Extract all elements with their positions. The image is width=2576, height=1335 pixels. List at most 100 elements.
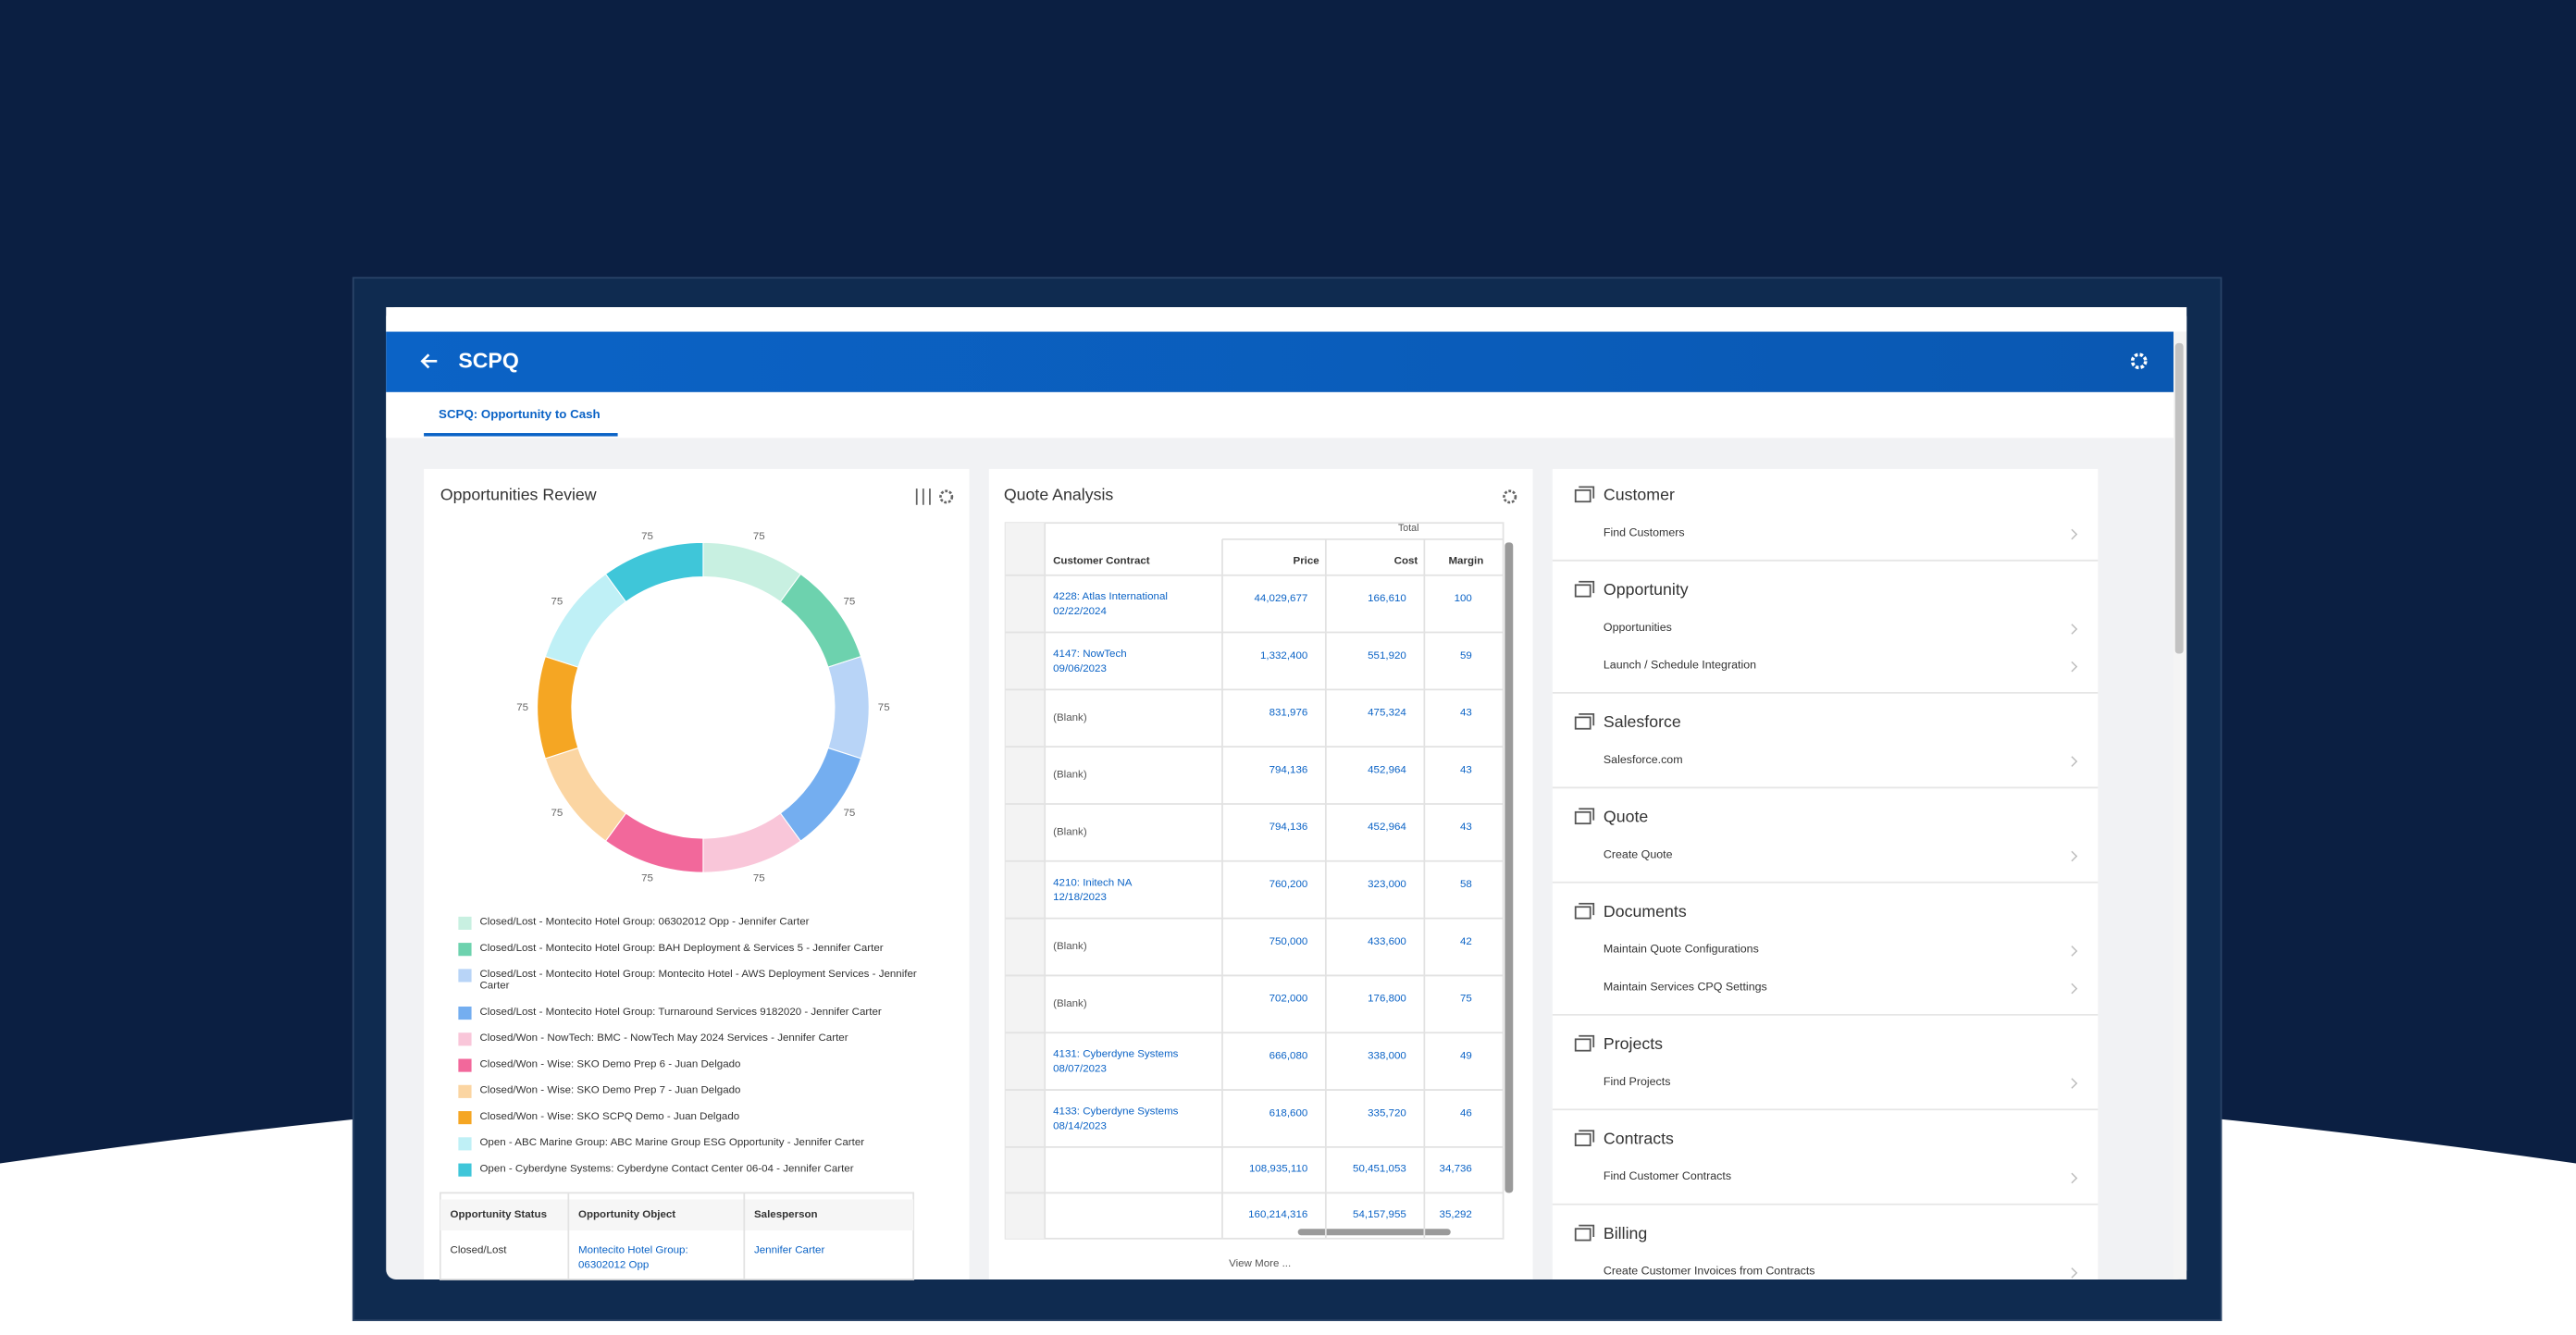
settings-icon[interactable]: [2130, 352, 2148, 370]
menu-item[interactable]: Maintain Quote Configurations: [1603, 944, 1759, 957]
cell: 666,080: [1269, 1050, 1308, 1063]
card-title: Opportunities Review: [440, 487, 597, 505]
legend-label: Closed/Lost - Montecito Hotel Group: BAH…: [479, 943, 884, 955]
donut-label: 75: [641, 873, 653, 884]
opp-table-frame: [439, 1192, 915, 1280]
cell: 702,000: [1269, 993, 1308, 1006]
tab-underline: [424, 433, 618, 437]
chevron: [2071, 624, 2078, 635]
cell: 176,800: [1368, 993, 1406, 1006]
legend-label: Closed/Won - Wise: SKO SCPQ Demo - Juan …: [479, 1111, 740, 1123]
legend-swatch: [458, 1111, 472, 1125]
legend-label: Closed/Won - Wise: SKO Demo Prep 6 - Jua…: [479, 1058, 741, 1070]
header-title: SCPQ: [458, 348, 519, 373]
donut-segment: [827, 655, 870, 760]
menu-item[interactable]: Opportunities: [1603, 622, 1672, 635]
menu-item[interactable]: Create Customer Invoices from Contracts: [1603, 1266, 1815, 1279]
legend-swatch: [458, 1032, 472, 1046]
contract[interactable]: 08/14/2023: [1053, 1120, 1107, 1132]
cell: 43: [1460, 707, 1472, 720]
column-header: Customer Contract: [1053, 555, 1150, 567]
donut-label: 75: [753, 531, 765, 542]
back-icon[interactable]: [420, 353, 438, 369]
cell: 794,136: [1269, 764, 1308, 776]
cell: Closed/Lost: [450, 1244, 507, 1257]
chevron: [2071, 1172, 2078, 1184]
contract[interactable]: 09/06/2023: [1053, 663, 1107, 675]
legend-label: Closed/Lost - Montecito Hotel Group: Mon…: [479, 969, 917, 993]
v-scroll-thumb[interactable]: [1505, 542, 1514, 1193]
card: [988, 468, 1533, 1279]
contract[interactable]: 4147: NowTech: [1053, 649, 1127, 661]
column-header: Opportunity Object: [577, 1209, 676, 1221]
total-cell: 54,157,955: [1353, 1209, 1406, 1221]
settings-icon[interactable]: [939, 489, 954, 504]
contract[interactable]: 12/18/2023: [1053, 892, 1107, 904]
menu-item[interactable]: Find Customer Contracts: [1603, 1171, 1732, 1183]
donut-label: 75: [844, 808, 856, 819]
contract[interactable]: 02/22/2024: [1053, 606, 1107, 618]
legend-swatch: [458, 1163, 472, 1177]
cell: 44,029,677: [1254, 593, 1308, 605]
legend-label: Closed/Won - Wise: SKO Demo Prep 7 - Jua…: [479, 1084, 741, 1097]
section-title: Billing: [1603, 1225, 1648, 1244]
donut-segment: [604, 541, 704, 603]
section-icon: [1579, 580, 1595, 594]
scroll-thumb[interactable]: [2174, 342, 2184, 654]
menu-item[interactable]: Maintain Services CPQ Settings: [1603, 982, 1767, 994]
column-header: Margin: [1448, 555, 1484, 567]
contract[interactable]: 4133: Cyberdyne Systems: [1053, 1106, 1179, 1119]
section-icon: [1574, 488, 1591, 503]
donut-label: 75: [551, 808, 563, 819]
section-title: Opportunity: [1603, 581, 1689, 600]
cell[interactable]: Montecito Hotel Group:: [577, 1244, 688, 1257]
menu-item[interactable]: Salesforce.com: [1603, 754, 1683, 767]
group-header: Total: [1397, 524, 1419, 535]
contract[interactable]: 4210: Initech NA: [1053, 877, 1133, 889]
chevron: [2071, 661, 2078, 673]
donut-label: 75: [878, 702, 890, 713]
cell[interactable]: Jennifer Carter: [753, 1244, 825, 1257]
view-more[interactable]: View More ...: [1229, 1257, 1292, 1270]
section-icon: [1574, 1038, 1591, 1052]
cell: 43: [1460, 764, 1472, 776]
legend-swatch: [458, 1058, 472, 1072]
donut-label: 75: [844, 597, 856, 608]
donut-segment: [537, 655, 579, 760]
column-header: Opportunity Status: [450, 1209, 547, 1221]
section-icon: [1579, 902, 1595, 916]
menu-item[interactable]: Create Quote: [1603, 849, 1673, 861]
chevron: [2071, 1267, 2078, 1279]
cell: 323,000: [1368, 879, 1406, 891]
total-cell: 35,292: [1439, 1209, 1472, 1221]
legend-swatch: [458, 943, 472, 957]
cell[interactable]: 06302012 Opp: [577, 1259, 650, 1272]
contract[interactable]: 4228: Atlas International: [1053, 591, 1168, 603]
section-icon: [1579, 808, 1595, 821]
contract[interactable]: 08/07/2023: [1053, 1063, 1107, 1076]
h-scroll-thumb[interactable]: [1297, 1229, 1451, 1236]
cell: 42: [1460, 936, 1472, 948]
chevron: [2071, 528, 2078, 540]
legend-swatch: [458, 1006, 472, 1020]
settings-icon[interactable]: [1503, 489, 1517, 504]
menu-item[interactable]: Launch / Schedule Integration: [1603, 660, 1757, 672]
menu-item[interactable]: Find Customers: [1603, 527, 1685, 539]
legend-label: Closed/Lost - Montecito Hotel Group: Tur…: [479, 1006, 882, 1019]
column-header: Salesperson: [753, 1209, 818, 1221]
contract[interactable]: 4131: Cyberdyne Systems: [1053, 1048, 1179, 1061]
legend-label: Closed/Lost - Montecito Hotel Group: 063…: [479, 916, 810, 929]
section-title: Quote: [1603, 809, 1649, 827]
row-header: [1005, 523, 1046, 1239]
section-title: Salesforce: [1603, 713, 1681, 733]
tab[interactable]: SCPQ: Opportunity to Cash: [439, 406, 601, 422]
menu-item[interactable]: Find Projects: [1603, 1076, 1671, 1089]
filter-icon[interactable]: [915, 488, 931, 505]
opp-table-head: [440, 1199, 914, 1230]
legend-swatch: [458, 916, 472, 930]
section-title: Customer: [1603, 487, 1675, 505]
section-title: Projects: [1603, 1035, 1664, 1055]
